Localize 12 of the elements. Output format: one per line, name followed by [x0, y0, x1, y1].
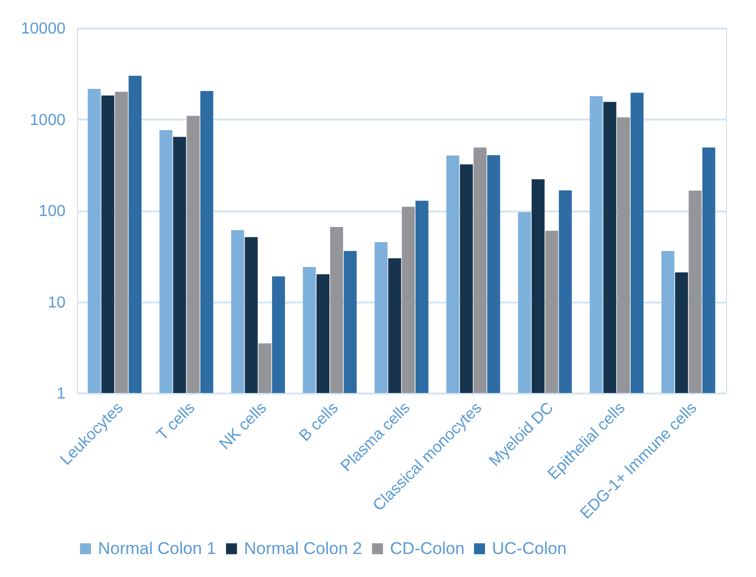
- y-tick-label: 10000: [21, 20, 66, 38]
- legend-label: CD-Colon: [390, 538, 465, 558]
- x-tick-label: T cells: [154, 400, 198, 444]
- y-tick-label: 1000: [30, 112, 66, 129]
- y-tick-label: 10: [48, 294, 66, 312]
- x-tick-label: B cells: [296, 400, 342, 445]
- x-tick-label: NK cells: [216, 400, 270, 454]
- legend-label: Normal Colon 2: [244, 538, 362, 558]
- legend-label: UC-Colon: [492, 538, 567, 558]
- y-tick-label: 1: [56, 386, 66, 402]
- legend-label: Normal Colon 1: [98, 538, 216, 558]
- y-tick-label: 100: [38, 203, 66, 220]
